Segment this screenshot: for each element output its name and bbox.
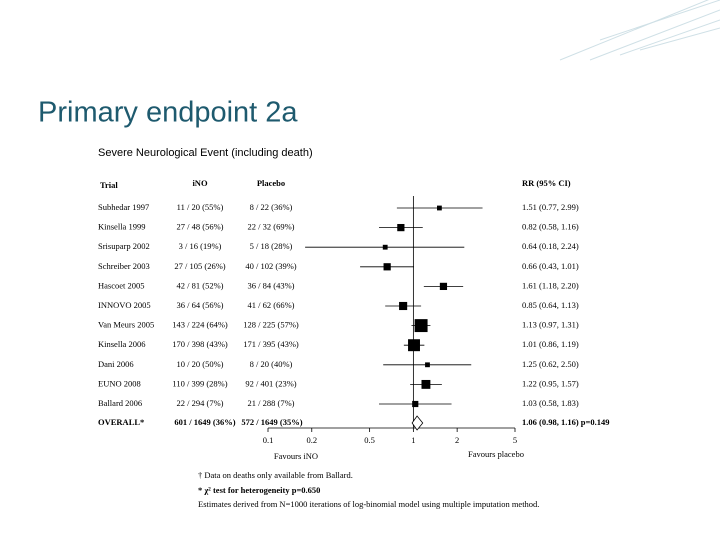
rr-marker: [414, 319, 428, 333]
placebo-count: 21 / 288 (7%): [248, 398, 295, 408]
ino-count: 36 / 64 (56%): [177, 300, 224, 310]
placebo-count: 41 / 62 (66%): [248, 300, 295, 310]
header: Trial: [100, 180, 118, 190]
trial-name: Kinsella 1999: [98, 222, 145, 232]
rr-marker: [437, 205, 442, 211]
rr-label: 1.51 (0.77, 2.99): [522, 202, 579, 212]
rr-label: 1.13 (0.97, 1.31): [522, 320, 579, 330]
trial-name: INNOVO 2005: [98, 300, 151, 310]
rr-label: 1.61 (1.18, 2.20): [522, 280, 579, 290]
ino-count: 170 / 398 (43%): [172, 339, 228, 349]
rr-label: 0.82 (0.58, 1.16): [522, 222, 579, 232]
placebo-count: 8 / 20 (40%): [250, 359, 293, 369]
rr-marker: [439, 282, 448, 291]
ino-count: 42 / 81 (52%): [177, 280, 224, 290]
decoration: [559, 0, 720, 61]
x-tick-label: 5: [513, 435, 517, 445]
placebo-count: 36 / 84 (43%): [248, 280, 295, 290]
rr-label: 0.66 (0.43, 1.01): [522, 261, 579, 271]
placebo-count: 171 / 395 (43%): [243, 339, 299, 349]
placebo-count: 40 / 102 (39%): [245, 261, 296, 271]
rr-marker: [383, 263, 391, 271]
x-label: Favours placebo: [468, 449, 524, 459]
trial-name: Van Meurs 2005: [98, 320, 154, 330]
x-tick-label: 0.5: [364, 435, 375, 445]
rr-label: 1.03 (0.58, 1.83): [522, 398, 579, 408]
header: Placebo: [257, 178, 285, 188]
header: RR (95% CI): [522, 178, 571, 188]
slide-title: Primary endpoint 2a: [38, 97, 298, 129]
header: iNO: [192, 178, 208, 188]
ino-count: 10 / 20 (50%): [177, 359, 224, 369]
ino-count: 110 / 399 (28%): [172, 378, 227, 388]
ino-count: 22 / 294 (7%): [177, 398, 224, 408]
rr-marker: [408, 339, 420, 352]
rr-label: 1.06 (0.98, 1.16) p=0.149: [522, 417, 609, 427]
rr-marker: [412, 400, 419, 408]
rr-marker: [382, 244, 388, 250]
trial-name: OVERALL*: [98, 417, 144, 427]
x-tick-label: 2: [455, 435, 459, 445]
placebo-count: 128 / 225 (57%): [243, 320, 299, 330]
trial-name: Dani 2006: [98, 359, 134, 369]
ino-count: 3 / 16 (19%): [179, 241, 222, 251]
placebo-count: 8 / 22 (36%): [250, 202, 293, 212]
rr-marker: [421, 379, 431, 389]
trial-name: Srisuparp 2002: [98, 241, 150, 251]
trial-name: Schreiber 2003: [98, 261, 150, 271]
rr-marker: [397, 223, 405, 232]
ino-count: 27 / 105 (26%): [174, 261, 225, 271]
trial-name: Ballard 2006: [98, 398, 142, 408]
placebo-count: 5 / 18 (28%): [250, 241, 293, 251]
x-tick-label: 1: [411, 435, 415, 445]
footnote: † Data on deaths only available from Bal…: [198, 470, 353, 480]
ino-count: 27 / 48 (56%): [177, 222, 224, 232]
footnote: Estimates derived from N=1000 iterations…: [198, 499, 539, 509]
ino-count: 11 / 20 (55%): [177, 202, 224, 212]
placebo-count: 22 / 32 (69%): [248, 222, 295, 232]
placebo-count: 572 / 1649 (35%): [241, 417, 302, 427]
chart-subtitle: Severe Neurological Event (including dea…: [98, 147, 313, 159]
x-label: Favours iNO: [274, 451, 318, 461]
rr-label: 1.22 (0.95, 1.57): [522, 378, 579, 388]
rr-marker: [399, 301, 408, 311]
footnote: * χ² test for heterogeneity p=0.650: [198, 485, 320, 495]
placebo-count: 92 / 401 (23%): [245, 378, 296, 388]
trial-name: Kinsella 2006: [98, 339, 145, 349]
rr-label: 0.64 (0.18, 2.24): [522, 241, 579, 251]
rr-label: 1.25 (0.62, 2.50): [522, 359, 579, 369]
rr-label: 0.85 (0.64, 1.13): [522, 300, 579, 310]
trial-name: Subhedar 1997: [98, 202, 149, 212]
ino-count: 601 / 1649 (36%): [174, 417, 235, 427]
rr-marker: [425, 362, 430, 368]
x-tick-label: 0.2: [306, 435, 317, 445]
x-tick-label: 0.1: [263, 435, 274, 445]
ino-count: 143 / 224 (64%): [172, 320, 228, 330]
trial-name: Hascoet 2005: [98, 280, 145, 290]
rr-label: 1.01 (0.86, 1.19): [522, 339, 579, 349]
trial-name: EUNO 2008: [98, 378, 141, 388]
overall-diamond: [411, 415, 424, 431]
